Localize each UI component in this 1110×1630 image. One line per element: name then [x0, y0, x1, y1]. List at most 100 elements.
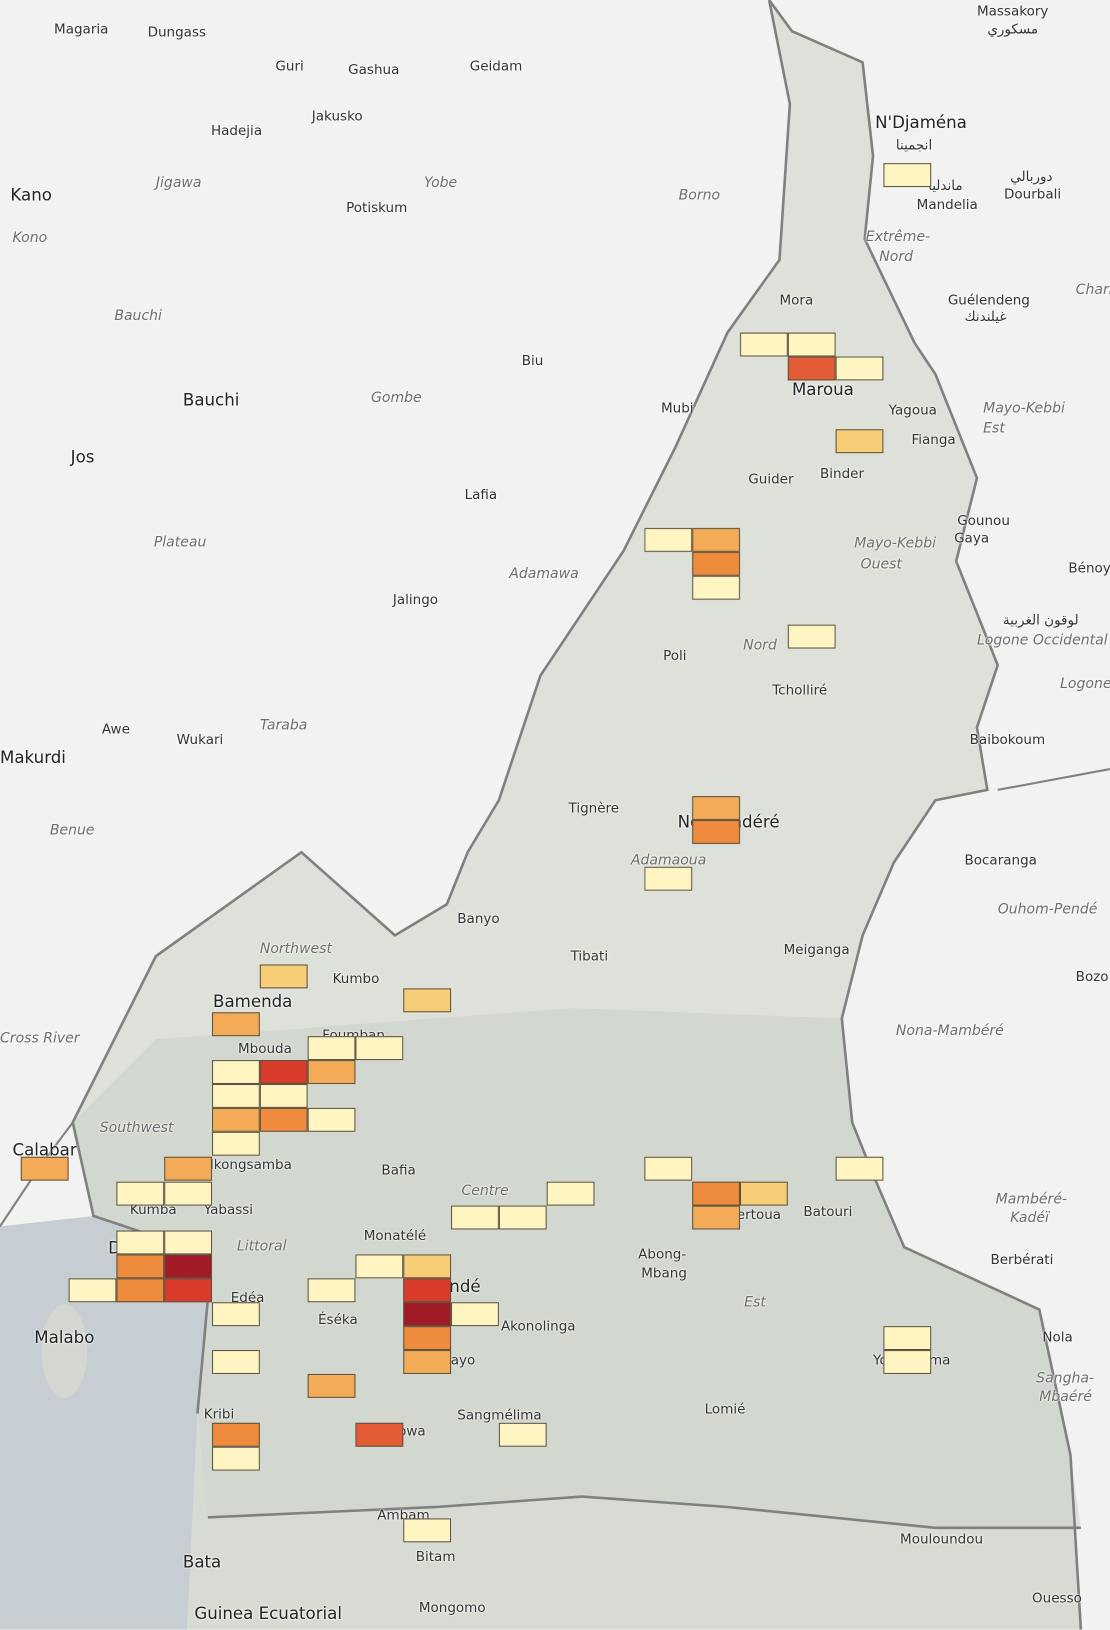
southern-forest [72, 1008, 1081, 1630]
heatmap-cell[interactable] [403, 1326, 452, 1351]
place-label: Poli [663, 648, 687, 665]
heatmap-cell[interactable] [164, 1254, 213, 1279]
heatmap-cell[interactable] [355, 1422, 404, 1447]
heatmap-cell[interactable] [403, 1350, 452, 1374]
place-label: Jos [70, 446, 95, 467]
heatmap-cell[interactable] [835, 429, 884, 454]
heatmap-cell[interactable] [739, 1181, 788, 1206]
place-label: Bamenda [213, 991, 293, 1012]
place-label: Lafia [464, 487, 498, 504]
heatmap-cell[interactable] [403, 988, 452, 1013]
heatmap-cell[interactable] [212, 1302, 260, 1327]
heatmap-cell[interactable] [259, 964, 308, 989]
heatmap-cell[interactable] [116, 1181, 165, 1206]
place-label: Est [983, 419, 1005, 437]
place-label: Bata [182, 1551, 222, 1572]
heatmap-cell[interactable] [739, 332, 788, 357]
place-label: Mbang [641, 1265, 687, 1282]
place-label: Bauchi [114, 307, 162, 325]
heatmap-cell[interactable] [116, 1230, 165, 1255]
heatmap-cell[interactable] [692, 1181, 740, 1206]
heatmap-cell[interactable] [692, 527, 740, 552]
place-label: Tibati [570, 948, 609, 965]
place-label: Monatélé [363, 1228, 427, 1245]
place-label: Southwest [99, 1119, 174, 1136]
heatmap-cell[interactable] [451, 1302, 499, 1327]
place-label: Meiganga [783, 942, 850, 959]
heatmap-cell[interactable] [883, 1350, 932, 1374]
heatmap-cell[interactable] [212, 1350, 260, 1374]
place-label: Nola [1042, 1330, 1073, 1346]
heatmap-cell[interactable] [787, 356, 836, 381]
heatmap-cell[interactable] [692, 796, 740, 821]
heatmap-cell[interactable] [212, 1107, 260, 1132]
heatmap-cell[interactable] [644, 1156, 693, 1181]
place-label: Tignère [568, 801, 620, 817]
place-label: Edéa [230, 1290, 265, 1307]
heatmap-cell[interactable] [644, 866, 693, 891]
heatmap-cell[interactable] [20, 1156, 69, 1181]
place-label: Guélendeng [947, 293, 1030, 309]
heatmap-cell[interactable] [307, 1373, 356, 1398]
heatmap-cell[interactable] [355, 1036, 404, 1061]
place-label: Nord [743, 637, 777, 654]
heatmap-cell[interactable] [164, 1181, 213, 1206]
heatmap-cell[interactable] [403, 1254, 452, 1279]
heatmap-cell[interactable] [212, 1083, 260, 1108]
place-label: Hadejia [210, 123, 263, 140]
place-label: Northwest [259, 940, 332, 958]
heatmap-cell[interactable] [355, 1254, 404, 1279]
heatmap-cell[interactable] [787, 624, 836, 649]
heatmap-cell[interactable] [644, 527, 693, 552]
place-label: Ouhom-Pendé [997, 901, 1098, 918]
heatmap-cell[interactable] [164, 1278, 213, 1303]
place-label: Ouesso [1032, 1591, 1082, 1607]
heatmap-cell[interactable] [835, 356, 884, 381]
heatmap-cell[interactable] [451, 1205, 499, 1230]
heatmap-cell[interactable] [116, 1254, 165, 1279]
heatmap-cell[interactable] [259, 1083, 308, 1108]
heatmap-cell[interactable] [546, 1181, 595, 1206]
heatmap-cell[interactable] [787, 332, 836, 357]
heatmap-cell[interactable] [403, 1278, 452, 1303]
heatmap-cell[interactable] [307, 1036, 356, 1061]
heatmap-cell[interactable] [212, 1422, 260, 1447]
heatmap-cell[interactable] [212, 1446, 260, 1471]
place-label: Sangmélima [457, 1408, 542, 1424]
heatmap-cell[interactable] [68, 1278, 117, 1303]
place-label: Biu [521, 353, 544, 369]
heatmap-cell[interactable] [403, 1518, 452, 1543]
heatmap-cell[interactable] [498, 1422, 547, 1447]
heatmap-cell[interactable] [259, 1107, 308, 1132]
heatmap-cell[interactable] [498, 1205, 547, 1230]
heatmap-cell[interactable] [212, 1012, 260, 1037]
heatmap-cell[interactable] [883, 1326, 932, 1351]
heatmap-cell[interactable] [259, 1060, 308, 1084]
heatmap-cell[interactable] [692, 551, 740, 576]
heatmap-cell[interactable] [692, 820, 740, 844]
heatmap-cell[interactable] [307, 1060, 356, 1084]
place-label: Jalingo [392, 592, 439, 608]
heatmap-cell[interactable] [164, 1156, 213, 1181]
heatmap-cell[interactable] [883, 163, 932, 188]
place-label: Bocaranga [964, 853, 1037, 869]
heatmap-cell[interactable] [307, 1278, 356, 1303]
place-label: Berbérati [990, 1252, 1054, 1268]
place-label: Logone [1060, 675, 1110, 693]
heatmap-cell[interactable] [403, 1302, 452, 1327]
heatmap-cell[interactable] [835, 1156, 884, 1181]
heatmap-cell[interactable] [307, 1107, 356, 1132]
place-label: Awe [101, 722, 130, 738]
heatmap-cell[interactable] [212, 1131, 260, 1156]
place-label: Kumbo [332, 971, 380, 988]
place-label: Bauchi [182, 389, 240, 410]
country-border [768, 0, 1083, 1630]
heatmap-cell[interactable] [692, 575, 740, 600]
heatmap-cell[interactable] [212, 1060, 260, 1084]
heatmap-cell[interactable] [164, 1230, 213, 1255]
place-label: Jigawa [155, 174, 202, 192]
heatmap-cell[interactable] [692, 1205, 740, 1230]
heatmap-cell[interactable] [116, 1278, 165, 1303]
place-label: Mambéré- [995, 1191, 1068, 1208]
